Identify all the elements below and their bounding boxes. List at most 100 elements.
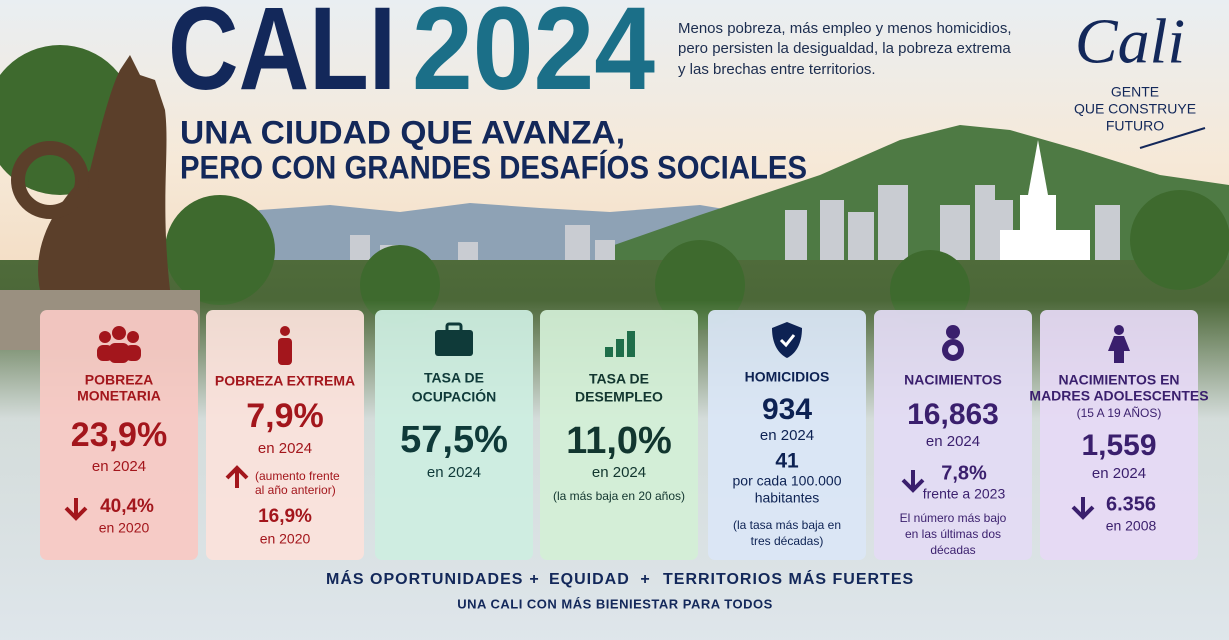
card-note: en las últimas dos bbox=[905, 527, 1001, 541]
card-icon bbox=[605, 331, 635, 357]
icon-part bbox=[1114, 325, 1124, 335]
trend-arrow bbox=[225, 465, 249, 488]
card-period: en 2024 bbox=[427, 464, 481, 481]
icon-part bbox=[445, 322, 463, 334]
card-background bbox=[40, 310, 198, 560]
card-trend-note: (aumento frente bbox=[255, 469, 340, 483]
card-rate: 41 bbox=[775, 450, 799, 473]
card-icon bbox=[278, 326, 292, 365]
logo-script: Cali bbox=[1075, 6, 1185, 77]
card-note: (la tasa más baja en bbox=[733, 518, 841, 532]
card-note: décadas bbox=[930, 543, 975, 557]
card-period: en 2024 bbox=[926, 433, 980, 450]
card-title: POBREZA bbox=[85, 372, 153, 388]
card-period: en 2024 bbox=[592, 464, 646, 481]
card-value: 934 bbox=[762, 393, 812, 426]
card-title: TASA DE bbox=[589, 371, 649, 387]
card-period: en 2024 bbox=[258, 440, 312, 457]
card-rate-label: por cada 100.000 bbox=[733, 473, 842, 489]
card-icon bbox=[97, 326, 141, 363]
icon-part bbox=[109, 343, 129, 363]
card-period: en 2024 bbox=[1092, 465, 1146, 482]
icon-part bbox=[772, 322, 802, 358]
card-background bbox=[708, 310, 866, 560]
card-icon bbox=[435, 322, 473, 356]
stat-card: TASA DE OCUPACIÓN 57,5% en 2024 bbox=[375, 310, 533, 560]
logo: Cali GENTE QUE CONSTRUYE FUTURO bbox=[1074, 6, 1206, 149]
icon-part bbox=[948, 345, 958, 355]
card-subtitle: (15 A 19 AÑOS) bbox=[1077, 406, 1162, 420]
card-note: (la más baja en 20 años) bbox=[553, 489, 685, 503]
icon-part bbox=[112, 326, 126, 340]
card-background bbox=[1040, 310, 1198, 560]
card-title: MONETARIA bbox=[77, 388, 161, 404]
footer-plus: + bbox=[640, 571, 649, 588]
icon-part bbox=[946, 325, 960, 339]
logo-tagline: FUTURO bbox=[1106, 118, 1164, 134]
subtitle-line: PERO CON GRANDES DESAFÍOS SOCIALES bbox=[180, 149, 807, 185]
card-icon bbox=[1108, 325, 1130, 363]
card-value: 11,0% bbox=[566, 420, 672, 462]
icon-part bbox=[280, 326, 290, 336]
stat-card: TASA DE DESEMPLEO 11,0% en 2024 (la más baja… bbox=[540, 310, 698, 560]
footer-plus: + bbox=[529, 571, 538, 588]
card-icon bbox=[772, 322, 802, 358]
title: CALI 2024 UNA CIUDAD QUE AVANZA, PERO CO… bbox=[168, 0, 1012, 185]
card-title: NACIMIENTOS bbox=[904, 372, 1002, 388]
icon-part bbox=[127, 331, 139, 343]
intro-line: Menos pobreza, más empleo y menos homici… bbox=[678, 20, 1012, 37]
trend-arrow bbox=[1071, 497, 1095, 520]
card-background bbox=[874, 310, 1032, 560]
card-compare-period: frente a 2023 bbox=[923, 486, 1006, 502]
card-background bbox=[540, 310, 698, 560]
icon-part bbox=[1108, 336, 1130, 363]
icon-part bbox=[627, 331, 635, 357]
card-background bbox=[375, 310, 533, 560]
card-title: POBREZA EXTREMA bbox=[215, 373, 355, 389]
footer: MÁS OPORTUNIDADES + EQUIDAD + TERRITORIO… bbox=[326, 569, 914, 611]
icon-part bbox=[779, 334, 796, 348]
card-period: en 2024 bbox=[760, 427, 814, 444]
icon-part bbox=[605, 347, 613, 357]
card-compare-value: 7,8% bbox=[941, 462, 987, 484]
logo-tagline: GENTE bbox=[1111, 84, 1159, 100]
stat-card: POBREZA EXTREMA 7,9% en 2024 (aumento frent… bbox=[206, 310, 364, 560]
card-title: MADRES ADOLESCENTES bbox=[1029, 388, 1208, 404]
stat-card: NACIMIENTOS 16,863 en 2024 7,8% frente a 202… bbox=[874, 310, 1032, 560]
card-note: tres décadas) bbox=[751, 534, 824, 548]
icon-part bbox=[99, 331, 111, 343]
footer-pillar: TERRITORIOS MÁS FUERTES bbox=[663, 569, 914, 588]
footer-pillar: MÁS OPORTUNIDADES bbox=[326, 569, 523, 588]
card-rate-label: habitantes bbox=[755, 490, 820, 506]
footer-pillar: EQUIDAD bbox=[549, 571, 630, 588]
trend-arrow bbox=[901, 470, 925, 493]
icon-part bbox=[616, 339, 624, 357]
card-title: NACIMIENTOS EN bbox=[1058, 372, 1179, 388]
card-compare-period: en 2020 bbox=[99, 520, 150, 536]
title-cali: CALI bbox=[168, 0, 396, 115]
card-value: 1,559 bbox=[1081, 429, 1156, 462]
trees bbox=[0, 45, 1229, 330]
card-title: TASA DE bbox=[424, 370, 484, 386]
icon-part bbox=[435, 330, 473, 356]
card-compare-value: 40,4% bbox=[100, 496, 154, 517]
card-icon bbox=[942, 325, 964, 361]
card-compare-value: 16,9% bbox=[258, 506, 312, 527]
card-compare-period: en 2008 bbox=[1106, 518, 1157, 534]
card-trend-note: al año anterior) bbox=[255, 483, 336, 497]
logo-tagline: QUE CONSTRUYE bbox=[1074, 101, 1196, 117]
card-note: El número más bajo bbox=[900, 511, 1007, 525]
card-value: 16,863 bbox=[907, 398, 999, 431]
footer-tagline: UNA CALI CON MÁS BIENIESTAR PARA TODOS bbox=[457, 596, 773, 611]
card-compare-period: en 2020 bbox=[260, 531, 311, 547]
card-title: DESEMPLEO bbox=[575, 389, 663, 405]
card-value: 7,9% bbox=[246, 397, 324, 435]
card-value: 23,9% bbox=[71, 416, 167, 454]
intro-line: y las brechas entre territorios. bbox=[678, 61, 876, 78]
